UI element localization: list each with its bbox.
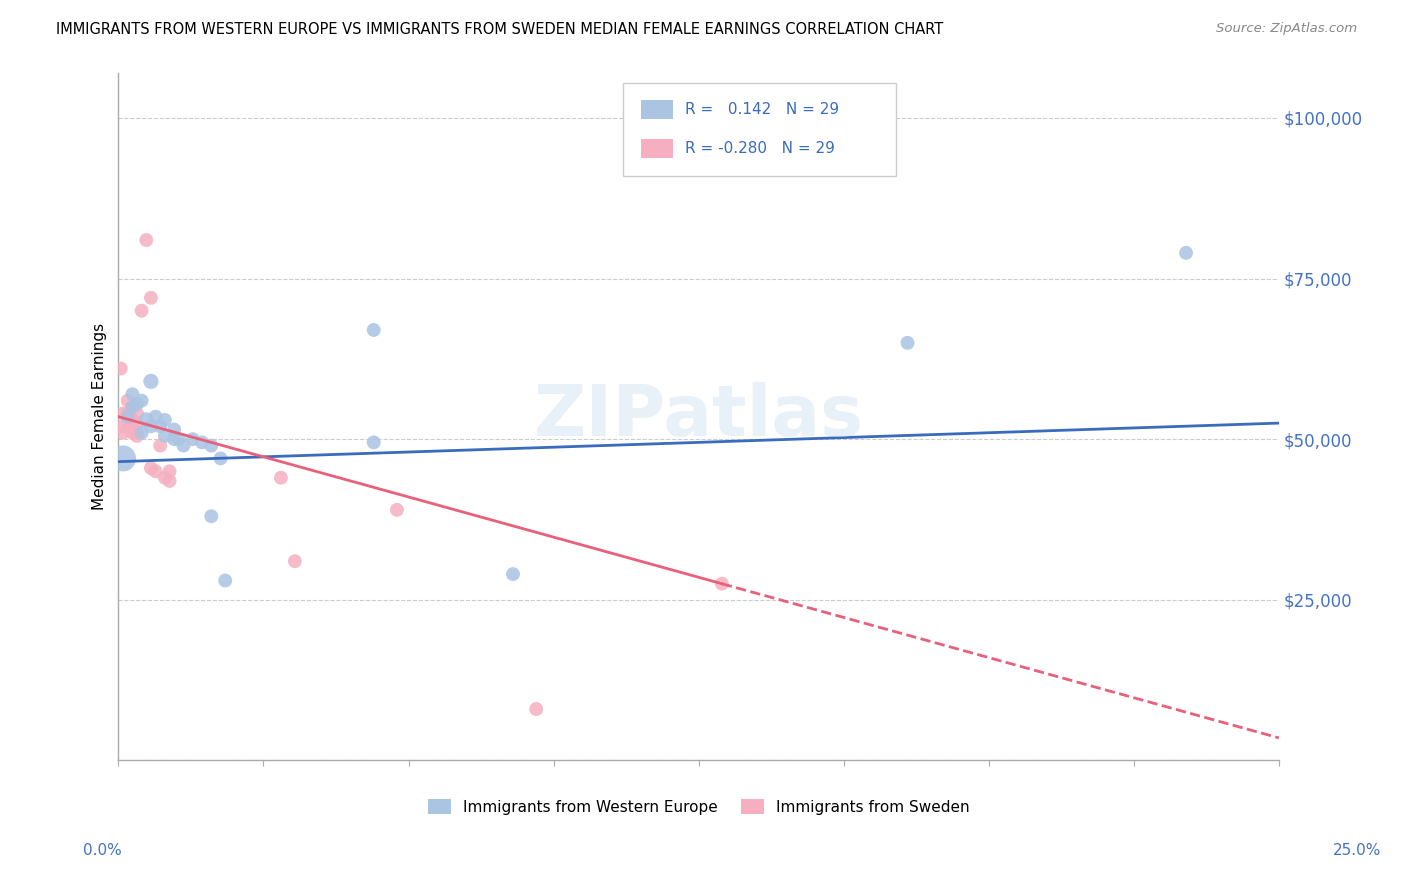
Point	[153, 429, 176, 443]
Point	[121, 413, 143, 427]
Point	[139, 461, 162, 475]
Point	[159, 464, 181, 478]
Point	[117, 393, 139, 408]
Point	[159, 474, 181, 488]
Point	[385, 503, 408, 517]
Point	[163, 432, 186, 446]
Point	[121, 419, 143, 434]
Point	[112, 419, 135, 434]
Point	[125, 407, 148, 421]
Point	[167, 432, 190, 446]
Text: R = -0.280   N = 29: R = -0.280 N = 29	[685, 141, 835, 156]
Point	[363, 435, 385, 450]
FancyBboxPatch shape	[623, 83, 896, 176]
Point	[200, 509, 222, 524]
Point	[502, 567, 524, 582]
Point	[117, 407, 139, 421]
Point	[181, 432, 204, 446]
Point	[153, 413, 176, 427]
Point	[1175, 245, 1198, 260]
Text: IMMIGRANTS FROM WESTERN EUROPE VS IMMIGRANTS FROM SWEDEN MEDIAN FEMALE EARNINGS : IMMIGRANTS FROM WESTERN EUROPE VS IMMIGR…	[56, 22, 943, 37]
FancyBboxPatch shape	[641, 100, 673, 119]
Point	[117, 409, 139, 424]
Point	[214, 574, 236, 588]
Point	[710, 576, 733, 591]
FancyBboxPatch shape	[641, 139, 673, 158]
Point	[149, 419, 172, 434]
Text: 0.0%: 0.0%	[83, 843, 122, 858]
Point	[163, 423, 186, 437]
Point	[125, 425, 148, 440]
Point	[284, 554, 307, 568]
Point	[121, 387, 143, 401]
Point	[270, 471, 292, 485]
Point	[200, 439, 222, 453]
Point	[139, 419, 162, 434]
Point	[125, 397, 148, 411]
Point	[117, 416, 139, 430]
Point	[121, 425, 143, 440]
Point	[145, 464, 167, 478]
Point	[125, 416, 148, 430]
Point	[524, 702, 547, 716]
Point	[110, 361, 132, 376]
Y-axis label: Median Female Earnings: Median Female Earnings	[93, 323, 107, 510]
Point	[125, 429, 148, 443]
Point	[363, 323, 385, 337]
Text: R =   0.142   N = 29: R = 0.142 N = 29	[685, 102, 839, 117]
Point	[112, 407, 135, 421]
Point	[191, 435, 214, 450]
Point	[112, 451, 135, 466]
Point	[149, 439, 172, 453]
Point	[153, 471, 176, 485]
Point	[112, 425, 135, 440]
Point	[896, 335, 918, 350]
Point	[135, 233, 157, 247]
Point	[135, 413, 157, 427]
Legend: Immigrants from Western Europe, Immigrants from Sweden: Immigrants from Western Europe, Immigran…	[427, 798, 970, 814]
Text: ZIPatlas: ZIPatlas	[534, 382, 863, 451]
Point	[172, 439, 194, 453]
Point	[209, 451, 232, 466]
Point	[131, 303, 153, 318]
Point	[121, 400, 143, 414]
Point	[145, 409, 167, 424]
Point	[131, 393, 153, 408]
Point	[139, 291, 162, 305]
Text: Source: ZipAtlas.com: Source: ZipAtlas.com	[1216, 22, 1357, 36]
Text: 25.0%: 25.0%	[1333, 843, 1381, 858]
Point	[139, 375, 162, 389]
Point	[121, 400, 143, 414]
Point	[131, 425, 153, 440]
